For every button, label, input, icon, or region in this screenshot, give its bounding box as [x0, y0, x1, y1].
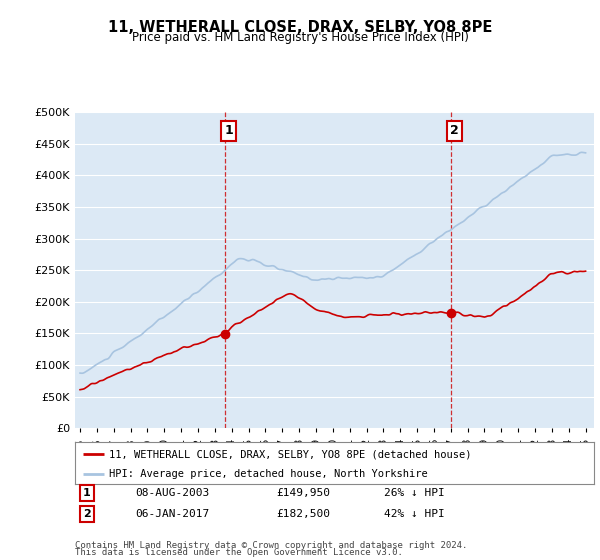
Text: £149,950: £149,950 [276, 488, 330, 498]
Text: 2: 2 [450, 124, 458, 138]
Text: 1: 1 [83, 488, 91, 498]
Text: Contains HM Land Registry data © Crown copyright and database right 2024.: Contains HM Land Registry data © Crown c… [75, 541, 467, 550]
Text: 06-JAN-2017: 06-JAN-2017 [135, 509, 209, 519]
Text: 2: 2 [83, 509, 91, 519]
Text: 11, WETHERALL CLOSE, DRAX, SELBY, YO8 8PE: 11, WETHERALL CLOSE, DRAX, SELBY, YO8 8P… [108, 20, 492, 35]
Text: £182,500: £182,500 [276, 509, 330, 519]
Text: 1: 1 [224, 124, 233, 138]
Text: 08-AUG-2003: 08-AUG-2003 [135, 488, 209, 498]
Text: 26% ↓ HPI: 26% ↓ HPI [384, 488, 445, 498]
Text: 42% ↓ HPI: 42% ↓ HPI [384, 509, 445, 519]
Text: 11, WETHERALL CLOSE, DRAX, SELBY, YO8 8PE (detached house): 11, WETHERALL CLOSE, DRAX, SELBY, YO8 8P… [109, 449, 471, 459]
Text: This data is licensed under the Open Government Licence v3.0.: This data is licensed under the Open Gov… [75, 548, 403, 557]
Text: Price paid vs. HM Land Registry's House Price Index (HPI): Price paid vs. HM Land Registry's House … [131, 31, 469, 44]
Text: HPI: Average price, detached house, North Yorkshire: HPI: Average price, detached house, Nort… [109, 469, 427, 479]
